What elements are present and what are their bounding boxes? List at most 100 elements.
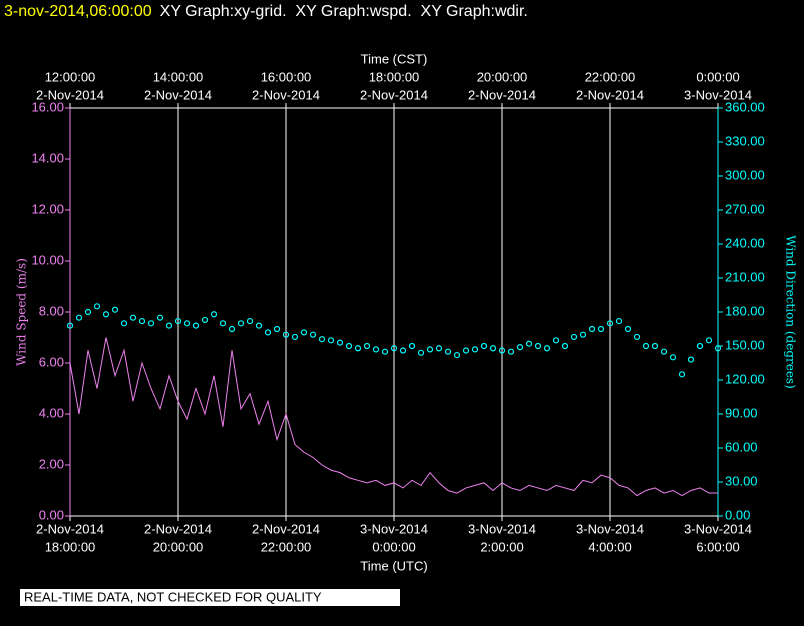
wind-direction-point: [210, 311, 218, 318]
y-tick-label: 0.00: [39, 507, 64, 522]
wind-direction-point: [552, 337, 560, 344]
y2-axis-label: Wind Direction (degrees): [784, 235, 798, 389]
wind-direction-point: [435, 345, 443, 352]
wind-direction-point: [138, 317, 146, 325]
y2-tick-label: 210.00: [725, 269, 765, 284]
wind-direction-point: [597, 325, 605, 333]
wind-direction-point: [282, 331, 290, 338]
y-tick-label: 14.00: [31, 150, 64, 165]
y-tick-label: 10.00: [31, 252, 64, 267]
wind-direction-point: [426, 346, 434, 353]
wind-direction-point: [111, 306, 119, 313]
x2-tick-label: 20:00:00: [477, 69, 528, 84]
wind-direction-point: [174, 317, 182, 325]
wind-direction-point: [273, 325, 281, 333]
y-tick-label: 12.00: [31, 201, 64, 216]
x2-tick-label: 18:00:00: [369, 69, 420, 84]
wind-direction-point: [516, 344, 524, 351]
wind-direction-point: [579, 331, 587, 338]
wind-direction-point: [336, 339, 344, 346]
wind-direction-point: [255, 322, 263, 329]
wind-direction-point: [156, 314, 164, 321]
wind-direction-point: [309, 331, 317, 338]
wind-direction-point: [633, 333, 641, 341]
y2-tick-label: 360.00: [725, 99, 765, 114]
wind-direction-point: [696, 342, 704, 350]
x2-tick-label: 2-Nov-2014: [144, 87, 212, 102]
y2-tick-label: 90.00: [725, 405, 758, 420]
wind-direction-point: [237, 320, 245, 327]
wind-direction-point: [183, 320, 191, 327]
wind-direction-point: [462, 347, 470, 354]
x2-tick-label: 3-Nov-2014: [684, 87, 752, 102]
wind-direction-point: [561, 342, 569, 350]
wind-direction-point: [102, 311, 110, 318]
y-tick-label: 6.00: [39, 354, 64, 369]
wind-direction-point: [327, 337, 335, 344]
wind-direction-point: [264, 329, 272, 336]
x-tick-label: 3-Nov-2014: [684, 521, 752, 536]
chart-title: 3-nov-2014,06:00:00 XY Graph:xy-grid. XY …: [4, 3, 528, 20]
y-tick-label: 16.00: [31, 99, 64, 114]
wind-direction-point: [498, 347, 506, 354]
wind-direction-point: [390, 345, 398, 352]
wind-direction-point: [588, 325, 596, 333]
x-tick-label: 2-Nov-2014: [144, 521, 212, 536]
wind-direction-point: [345, 342, 353, 350]
wind-direction-point: [642, 342, 650, 350]
wind-direction-point: [678, 371, 686, 378]
wind-direction-point: [705, 337, 713, 344]
x-tick-label: 6:00:00: [696, 539, 739, 554]
wind-direction-point: [75, 314, 83, 321]
wind-direction-point: [453, 351, 461, 359]
y2-tick-label: 30.00: [725, 473, 758, 488]
x2-tick-label: 16:00:00: [261, 69, 312, 84]
wind-direction-point: [147, 320, 155, 327]
wind-direction-point: [192, 322, 200, 329]
x2-tick-label: 22:00:00: [585, 69, 636, 84]
wind-direction-point: [543, 345, 551, 352]
wind-direction-point: [363, 342, 371, 350]
x-tick-label: 22:00:00: [261, 539, 312, 554]
wind-direction-point: [120, 320, 128, 327]
x2-tick-label: 0:00:00: [696, 69, 739, 84]
x2-tick-label: 2-Nov-2014: [36, 87, 104, 102]
wind-direction-point: [93, 303, 101, 310]
wind-direction-point: [372, 346, 380, 353]
y2-tick-label: 240.00: [725, 235, 765, 250]
x-tick-label: 2-Nov-2014: [252, 521, 320, 536]
wind-direction-point: [66, 322, 74, 329]
wind-direction-point: [246, 317, 254, 325]
y-tick-label: 4.00: [39, 405, 64, 420]
y2-tick-label: 120.00: [725, 371, 765, 386]
x2-tick-label: 2-Nov-2014: [468, 87, 536, 102]
x-tick-label: 2-Nov-2014: [36, 521, 104, 536]
x2-tick-label: 2-Nov-2014: [252, 87, 320, 102]
wind-direction-point: [507, 348, 515, 355]
wind-direction-point: [471, 346, 479, 353]
wind-direction-point: [129, 314, 137, 321]
y2-tick-label: 150.00: [725, 337, 765, 352]
wind-direction-point: [687, 356, 695, 363]
x-tick-label: 4:00:00: [588, 539, 631, 554]
y2-tick-label: 330.00: [725, 133, 765, 148]
wind-direction-point: [669, 354, 677, 361]
x2-tick-label: 2-Nov-2014: [360, 87, 428, 102]
x2-axis-label: Time (CST): [361, 51, 428, 66]
y2-tick-label: 300.00: [725, 167, 765, 182]
y2-tick-label: 180.00: [725, 303, 765, 318]
y2-tick-label: 60.00: [725, 439, 758, 454]
wind-direction-point: [525, 340, 533, 347]
wind-direction-point: [300, 329, 308, 336]
wind-direction-point: [318, 336, 326, 343]
wind-direction-point: [714, 345, 722, 352]
x2-tick-label: 12:00:00: [45, 69, 96, 84]
wind-direction-point: [624, 325, 632, 333]
title-text: XY Graph:xy-grid. XY Graph:wspd. XY Grap…: [160, 3, 528, 20]
wind-direction-point: [408, 342, 416, 350]
wind-speed-line: [69, 337, 718, 497]
wind-direction-point: [570, 333, 578, 341]
x-tick-label: 0:00:00: [372, 539, 415, 554]
wind-direction-point: [417, 349, 425, 356]
